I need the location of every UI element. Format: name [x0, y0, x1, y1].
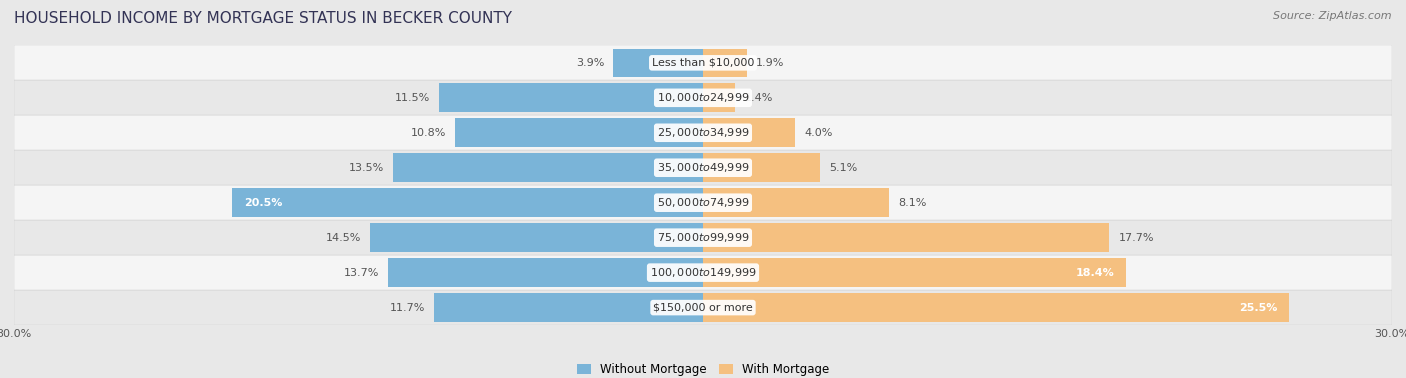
Text: $150,000 or more: $150,000 or more — [654, 303, 752, 313]
Bar — [439, 84, 703, 112]
Bar — [456, 118, 703, 147]
Bar — [703, 293, 1289, 322]
Text: $35,000 to $49,999: $35,000 to $49,999 — [657, 161, 749, 174]
Text: 18.4%: 18.4% — [1076, 268, 1114, 277]
Bar — [14, 290, 1392, 325]
Text: 11.5%: 11.5% — [395, 93, 430, 103]
Bar — [392, 153, 703, 182]
Bar — [14, 255, 1392, 290]
Text: 8.1%: 8.1% — [898, 198, 927, 208]
Text: 3.9%: 3.9% — [576, 58, 605, 68]
Bar — [14, 45, 1392, 81]
Text: $100,000 to $149,999: $100,000 to $149,999 — [650, 266, 756, 279]
Bar — [14, 220, 1392, 255]
Bar — [14, 115, 1392, 150]
Text: $25,000 to $34,999: $25,000 to $34,999 — [657, 126, 749, 139]
Bar — [703, 188, 889, 217]
Bar — [370, 223, 703, 252]
Text: HOUSEHOLD INCOME BY MORTGAGE STATUS IN BECKER COUNTY: HOUSEHOLD INCOME BY MORTGAGE STATUS IN B… — [14, 11, 512, 26]
Bar — [703, 223, 1109, 252]
Text: $75,000 to $99,999: $75,000 to $99,999 — [657, 231, 749, 244]
Text: $50,000 to $74,999: $50,000 to $74,999 — [657, 196, 749, 209]
Text: 13.7%: 13.7% — [344, 268, 380, 277]
Text: 1.4%: 1.4% — [744, 93, 773, 103]
Text: Source: ZipAtlas.com: Source: ZipAtlas.com — [1274, 11, 1392, 21]
Text: 4.0%: 4.0% — [804, 128, 832, 138]
Bar — [613, 48, 703, 77]
Bar — [703, 258, 1126, 287]
Bar — [14, 81, 1392, 115]
Text: $10,000 to $24,999: $10,000 to $24,999 — [657, 91, 749, 104]
Text: Less than $10,000: Less than $10,000 — [652, 58, 754, 68]
Bar — [14, 150, 1392, 185]
Text: 13.5%: 13.5% — [349, 163, 384, 173]
Bar — [434, 293, 703, 322]
Bar — [703, 84, 735, 112]
Bar — [232, 188, 703, 217]
Text: 10.8%: 10.8% — [411, 128, 446, 138]
Bar — [703, 118, 794, 147]
Text: 5.1%: 5.1% — [830, 163, 858, 173]
Bar — [703, 153, 820, 182]
Text: 20.5%: 20.5% — [243, 198, 283, 208]
Text: 11.7%: 11.7% — [389, 303, 425, 313]
Legend: Without Mortgage, With Mortgage: Without Mortgage, With Mortgage — [572, 358, 834, 378]
Text: 17.7%: 17.7% — [1119, 233, 1154, 243]
Text: 1.9%: 1.9% — [756, 58, 785, 68]
Bar — [14, 185, 1392, 220]
Bar — [703, 48, 747, 77]
Text: 25.5%: 25.5% — [1239, 303, 1277, 313]
Text: 14.5%: 14.5% — [325, 233, 361, 243]
Bar — [388, 258, 703, 287]
